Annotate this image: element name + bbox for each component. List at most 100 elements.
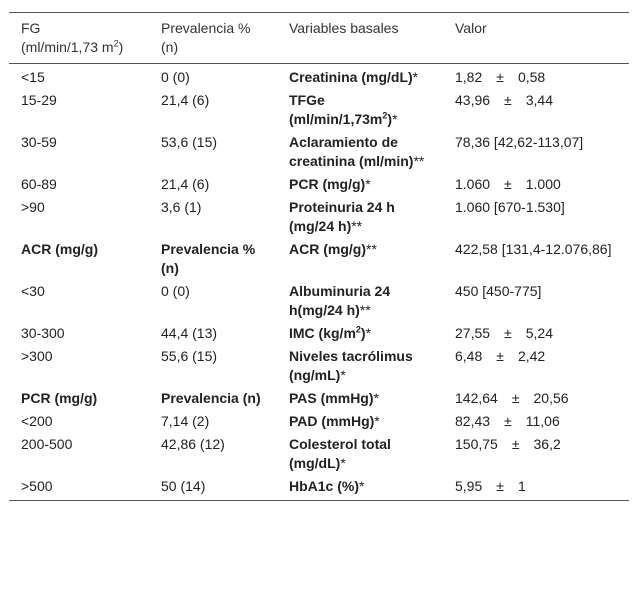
cell-range: 30-300 xyxy=(21,325,65,341)
value-mean: 150,75 xyxy=(455,436,498,452)
table-row: >90 3,6 (1) Proteinuria 24 h (mg/24 h)** 1.… xyxy=(9,196,629,238)
variable-label: PCR (mg/g) xyxy=(289,176,366,192)
cell-variable: PAS (mmHg)* xyxy=(277,387,443,410)
cell-variable: Colesterol total (mg/dL)* xyxy=(277,433,443,475)
footnote-mark: * xyxy=(340,367,346,383)
value-sd: 1.000 xyxy=(525,176,561,192)
cell-prevalence: 50 (14) xyxy=(149,475,277,501)
footnote-mark: ** xyxy=(366,241,377,257)
variable-label: TFGe (ml/min/1,73m xyxy=(289,92,383,127)
variable-label: PAS (mmHg) xyxy=(289,390,374,406)
value-mean: 27,55 xyxy=(455,325,491,341)
plus-minus: ± xyxy=(504,325,512,341)
plus-minus: ± xyxy=(504,92,512,108)
header-prevalencia: Prevalencia % (n) xyxy=(149,12,277,64)
cell-prevalence: 53,6 (15) xyxy=(161,134,218,150)
footnote-mark: ** xyxy=(413,153,425,169)
footnote-mark: * xyxy=(392,111,398,127)
footnote-mark: ** xyxy=(359,302,371,318)
cell-prevalence: 42,86 (12) xyxy=(161,436,225,452)
table-row: <30 0 (0) Albuminuria 24 h(mg/24 h)** 450 [… xyxy=(9,280,629,322)
variable-label: Albuminuria 24 h(mg/24 h) xyxy=(289,283,391,318)
value-sd: 0,58 xyxy=(517,69,546,85)
variable-label: Colesterol total (mg/dL) xyxy=(289,436,391,471)
cell-prevalence: 55,6 (15) xyxy=(161,348,218,364)
cell-range: <200 xyxy=(21,413,53,429)
table-row: 30-300 44,4 (13) IMC (kg/m2)* 27,55 ±5,24 xyxy=(9,322,629,345)
variable-label: Proteinuria 24 h (mg/24 h) xyxy=(289,199,395,234)
footnote-mark: ** xyxy=(351,218,363,234)
value-mean: 43,96 xyxy=(455,92,491,108)
cell-range: >90 xyxy=(21,199,45,215)
value-mean: 1.060 xyxy=(455,176,491,192)
table-row: <15 0 (0) Creatinina (mg/dL)* 1,82 ±0,58 xyxy=(9,64,629,90)
header-row: FG (ml/min/1,73 m2) Prevalencia % (n) Var… xyxy=(9,12,629,64)
value-sd: 1 xyxy=(517,478,526,494)
table-row: 200-500 42,86 (12) Colesterol total (mg/dL… xyxy=(9,433,629,475)
cell-variable: PAD (mmHg)* xyxy=(277,410,443,433)
table-row: 15-29 21,4 (6) TFGe (ml/min/1,73m2)* 43,96 ±… xyxy=(9,89,629,131)
cell-value: 5,95 ±1 xyxy=(443,475,629,501)
plus-minus: ± xyxy=(504,176,512,192)
cell-prevalence: 21,4 (6) xyxy=(161,176,210,192)
cell-variable: Albuminuria 24 h(mg/24 h)** xyxy=(277,280,443,322)
table-row: 60-89 21,4 (6) PCR (mg/g)* 1.060 ±1.000 xyxy=(9,173,629,196)
cell-variable: TFGe (ml/min/1,73m2)* xyxy=(277,89,443,131)
cell-range: 30-59 xyxy=(21,134,57,150)
cell-range: 200-500 xyxy=(21,436,73,452)
header-fg: FG (ml/min/1,73 m2) xyxy=(9,12,149,64)
cell-range: <15 xyxy=(21,69,45,85)
variable-label: Niveles tacrólimus (ng/mL) xyxy=(289,348,413,383)
cell-prevalence: 3,6 (1) xyxy=(161,199,202,215)
cell-range: 60-89 xyxy=(21,176,57,192)
table-row: >500 50 (14) HbA1c (%)* 5,95 ±1 xyxy=(9,475,629,501)
cell-value: 142,64 ±20,56 xyxy=(443,387,629,410)
cell-prevalence: 7,14 (2) xyxy=(161,413,210,429)
value-mean: 6,48 xyxy=(455,348,483,364)
value-mean: 82,43 xyxy=(455,413,491,429)
value-mean: 1,82 xyxy=(455,69,483,85)
value-sd: 2,42 xyxy=(517,348,546,364)
cell-variable: IMC (kg/m2)* xyxy=(277,322,443,345)
variable-label: Creatinina (mg/dL) xyxy=(289,69,413,85)
value-mean: 142,64 xyxy=(455,390,498,406)
plus-minus: ± xyxy=(511,436,520,452)
variable-close: ) xyxy=(360,325,366,341)
cell-variable: ACR (mg/g)** xyxy=(277,238,443,280)
value-sd: 20,56 xyxy=(533,390,569,406)
cell-range: <30 xyxy=(21,283,45,299)
data-table: FG (ml/min/1,73 m 2) Prevalencia % (n) Var… xyxy=(9,12,629,501)
value-sd: 5,24 xyxy=(525,325,553,341)
cell-value: 450 [450-775] xyxy=(455,283,542,299)
cell-value: 6,48 ±2,42 xyxy=(443,345,629,387)
plus-minus: ± xyxy=(496,69,504,85)
header-fg-line2: (ml/min/1,73 m xyxy=(21,39,114,55)
header-variables: Variables basales xyxy=(277,12,443,64)
cell-prevalence: 21,4 (6) xyxy=(161,92,210,108)
plus-minus: ± xyxy=(511,390,520,406)
plus-minus: ± xyxy=(496,348,504,364)
cell-range: >300 xyxy=(21,348,53,364)
header-fg-line1: FG xyxy=(21,20,41,36)
variable-label: PAD (mmHg) xyxy=(289,413,375,429)
footnote-mark: * xyxy=(374,413,380,429)
footnote-mark: * xyxy=(340,455,346,471)
cell-prevalence: 0 (0) xyxy=(161,69,190,85)
cell-value: 27,55 ±5,24 xyxy=(443,322,629,345)
table-row: 30-59 53,6 (15) Aclaramiento de creatinina… xyxy=(9,131,629,173)
variable-close: ) xyxy=(387,111,393,127)
cell-value: 1.060 ±1.000 xyxy=(443,173,629,196)
value-sd: 11,06 xyxy=(525,413,560,429)
table-row: ACR (mg/g) Prevalencia % (n) ACR (mg/g)** 4… xyxy=(9,238,629,280)
cell-value: 43,96 ±3,44 xyxy=(443,89,629,131)
cell-variable: HbA1c (%)* xyxy=(277,475,443,501)
cell-value: 150,75 ±36,2 xyxy=(443,433,629,475)
plus-minus: ± xyxy=(504,413,512,429)
variable-superscript: 2 xyxy=(355,324,361,335)
cell-range: ACR (mg/g) xyxy=(21,241,98,257)
cell-value: 422,58 [131,4-12.076,86] xyxy=(455,241,612,257)
footnote-mark: * xyxy=(365,325,372,341)
footnote-mark: * xyxy=(373,390,379,406)
cell-variable: Aclaramiento de creatinina (ml/min)** xyxy=(277,131,443,173)
